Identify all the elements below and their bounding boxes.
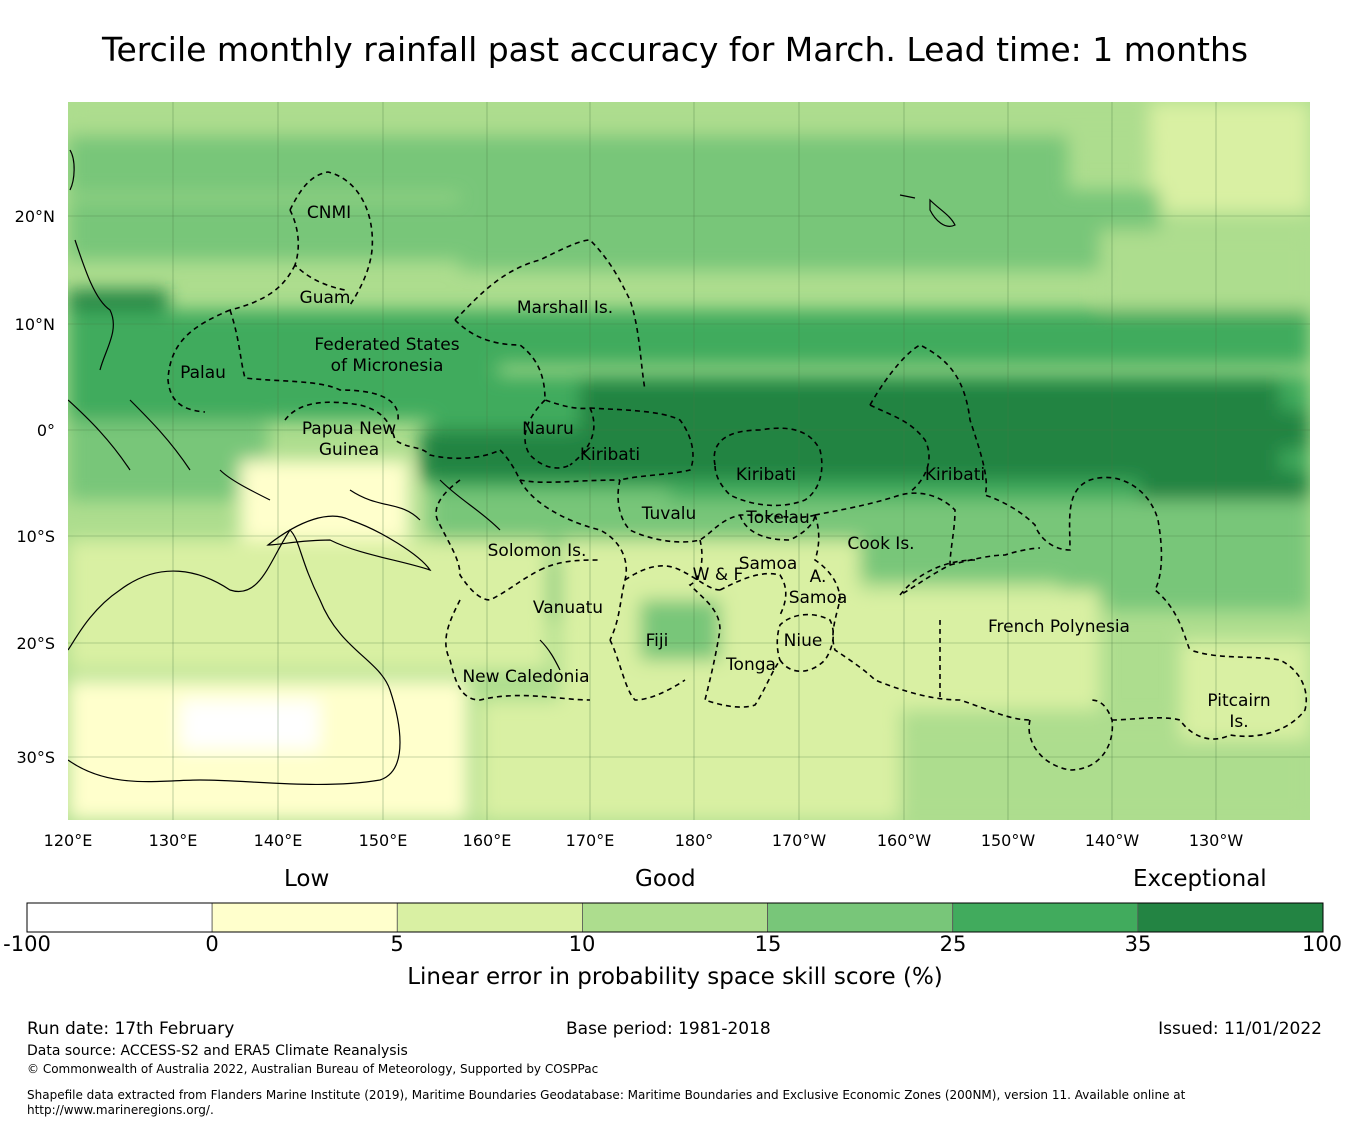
region-label-american-samoa-line2: Samoa	[789, 588, 848, 608]
colorbar	[26, 902, 1324, 933]
lat-label: 0°	[37, 421, 55, 440]
colorbar-tick: -100	[3, 932, 51, 956]
colorbar-border	[26, 902, 1324, 933]
lat-label: 20°S	[16, 634, 55, 653]
lon-label: 170°W	[772, 831, 827, 850]
colorbar-segment	[211, 902, 398, 933]
lon-label: 160°W	[877, 831, 932, 850]
map-title: Tercile monthly rainfall past accuracy f…	[101, 30, 1249, 69]
colorbar-tick: 100	[1301, 932, 1343, 956]
region-label-pitcairn-line1: Pitcairn	[1207, 691, 1270, 711]
colorbar-segment	[26, 902, 213, 933]
region-label-solomon: Solomon Is.	[488, 541, 587, 561]
region-label-niue: Niue	[784, 631, 823, 651]
region-label-new-caledonia: New Caledonia	[462, 667, 589, 687]
colorbar-segment	[582, 902, 768, 933]
region-label-fsm-line1: Federated States	[314, 335, 459, 355]
colorbar-tick: 0	[205, 932, 219, 956]
region-label-tokelau: Tokelau	[745, 508, 810, 528]
lon-label: 130°E	[149, 831, 198, 850]
colorbar-tick: 10	[568, 932, 596, 956]
colorbar-category-low: Low	[284, 866, 330, 892]
colorbar-segment	[767, 902, 954, 933]
colorbar-segment	[952, 902, 1139, 933]
lon-label: 150°W	[981, 831, 1036, 850]
shapefile-credit-line1: Shapefile data extracted from Flanders M…	[27, 1088, 1186, 1102]
lon-label: 180°	[675, 831, 714, 850]
colorbar-tick: 15	[754, 932, 782, 956]
region-label-cook: Cook Is.	[847, 534, 914, 554]
base-period: Base period: 1981-2018	[566, 1019, 771, 1039]
lon-label: 170°E	[566, 831, 615, 850]
lat-label: 30°S	[16, 748, 55, 767]
region-label-marshall: Marshall Is.	[517, 298, 613, 318]
copyright: © Commonwealth of Australia 2022, Austra…	[27, 1062, 599, 1076]
colorbar-segment	[396, 902, 583, 933]
colorbar-tick: 25	[939, 932, 967, 956]
lon-label: 160°E	[463, 831, 512, 850]
region-label-samoa: Samoa	[739, 554, 798, 574]
colorbar-tick: 5	[390, 932, 404, 956]
coastlines	[68, 149, 956, 786]
region-label-pitcairn-line2: Is.	[1229, 712, 1248, 732]
region-label-kiribati-west: Kiribati	[580, 445, 640, 465]
region-label-cnmi: CNMI	[307, 203, 351, 223]
lon-label: 130°W	[1189, 831, 1244, 850]
colorbar-category-exceptional: Exceptional	[1133, 866, 1267, 892]
shapefile-credit-line2: http://www.marineregions.org/.	[27, 1103, 214, 1117]
lon-label: 120°E	[44, 831, 93, 850]
colorbar-tick: 35	[1124, 932, 1152, 956]
lon-label: 140°W	[1085, 831, 1140, 850]
region-label-kiribati-east: Kiribati	[925, 465, 985, 485]
colorbar-label: Linear error in probability space skill …	[407, 964, 943, 990]
lon-label: 150°E	[359, 831, 408, 850]
region-label-vanuatu: Vanuatu	[533, 598, 603, 618]
region-label-fiji: Fiji	[646, 631, 669, 651]
colorbar-segment	[1137, 902, 1324, 933]
region-label-wallis-futuna: W & F	[693, 565, 744, 585]
lat-label: 10°S	[16, 527, 55, 546]
run-date: Run date: 17th February	[27, 1019, 235, 1039]
colorbar-category-good: Good	[635, 866, 696, 892]
region-label-palau: Palau	[180, 363, 226, 383]
region-label-kiribati-central: Kiribati	[736, 465, 796, 485]
region-label-png-line1: Papua New	[302, 419, 396, 439]
skill-field	[68, 102, 1310, 820]
region-label-american-samoa-line1: A.	[810, 567, 827, 587]
region-label-french-polynesia: French Polynesia	[988, 617, 1130, 637]
issued-date: Issued: 11/01/2022	[1158, 1019, 1322, 1039]
data-source: Data source: ACCESS-S2 and ERA5 Climate …	[27, 1043, 408, 1059]
lat-label: 10°N	[15, 315, 55, 334]
lat-label: 20°N	[15, 207, 55, 226]
region-label-tonga: Tonga	[725, 655, 776, 675]
eez-boundaries	[167, 171, 1307, 771]
lon-label: 140°E	[254, 831, 303, 850]
region-label-fsm-line2: of Micronesia	[331, 356, 444, 376]
region-label-guam: Guam	[300, 288, 351, 308]
region-label-tuvalu: Tuvalu	[641, 504, 697, 524]
region-label-nauru: Nauru	[522, 419, 574, 439]
region-label-png-line2: Guinea	[319, 440, 379, 460]
